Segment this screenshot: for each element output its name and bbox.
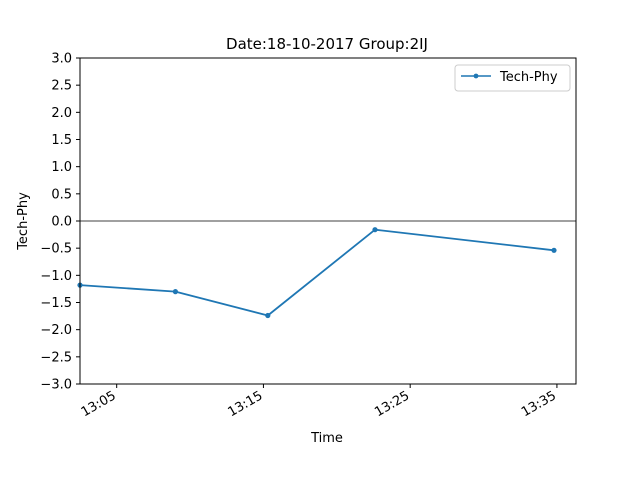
data-point (172, 289, 178, 295)
legend: Tech-Phy (454, 64, 571, 92)
y-tick-label: 0.0 (51, 215, 72, 230)
y-tick-label: −1.0 (40, 269, 72, 284)
y-tick-label: −1.5 (40, 296, 72, 311)
series-layer (77, 227, 557, 319)
x-tick-label: 13:15 (225, 388, 265, 420)
y-tick-label: 3.0 (51, 52, 72, 67)
data-point (551, 247, 557, 253)
x-tick-label: 13:35 (519, 388, 559, 420)
y-tick-label: 2.5 (51, 79, 72, 94)
y-tick-label: −0.5 (40, 242, 72, 257)
y-tick-label: −2.5 (40, 350, 72, 365)
legend-box (454, 64, 571, 92)
x-tick-label: 13:05 (79, 388, 119, 420)
x-tick-label: 13:25 (372, 388, 412, 420)
y-tick-label: 1.5 (51, 133, 72, 148)
y-axis-ticks: −3.0 −2.5 −2.0 −1.5 −1.0 −0.5 0.0 0.5 1.0 1.5 2.0 2… (40, 52, 80, 393)
series-line-tech-phy (79, 228, 555, 317)
y-tick-label: 1.0 (51, 160, 72, 175)
y-axis-label: Tech-Phy (16, 192, 31, 251)
data-point (265, 312, 271, 319)
y-tick-label: 2.0 (51, 106, 72, 121)
x-axis-ticks: 13:05 13:15 13:25 13:35 (79, 384, 559, 420)
plot-area-frame (79, 57, 577, 385)
x-axis-label: Time (310, 431, 343, 446)
data-point (372, 227, 378, 233)
legend-marker (473, 73, 479, 79)
chart-title: Date:18-10-2017 Group:2IJ (226, 35, 428, 53)
y-tick-label: −3.0 (40, 378, 72, 393)
y-tick-label: 0.5 (51, 187, 72, 202)
legend-label: Tech-Phy (499, 70, 558, 85)
y-tick-label: −2.0 (40, 323, 72, 338)
